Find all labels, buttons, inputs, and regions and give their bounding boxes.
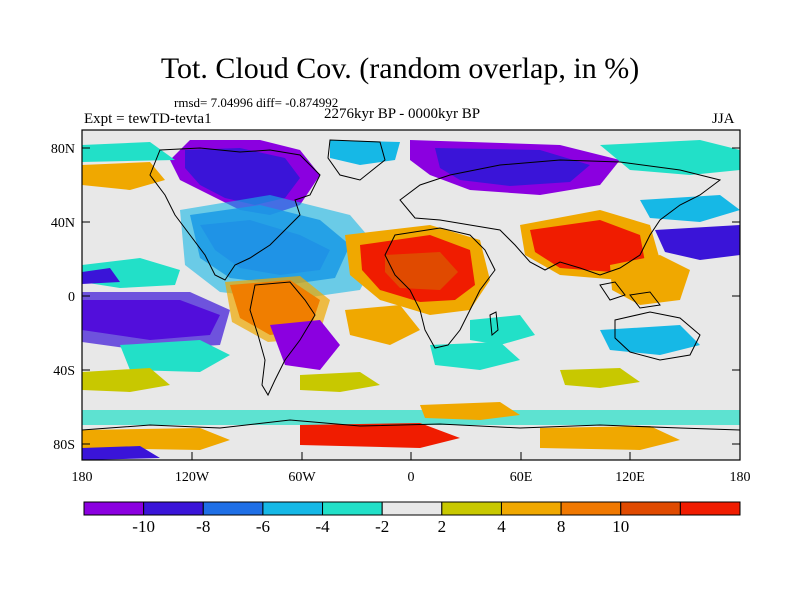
lat-tick-label: 40N bbox=[51, 216, 75, 231]
map-title: Tot. Cloud Cov. (random overlap, in %) bbox=[160, 52, 640, 85]
colorbar-swatch bbox=[500, 501, 562, 516]
colorbar-label: -8 bbox=[196, 517, 210, 536]
period-label: 2276kyr BP - 0000kyr BP bbox=[324, 106, 481, 122]
colorbar-swatch bbox=[202, 501, 264, 516]
lon-tick-label: 180 bbox=[730, 470, 751, 485]
colorbar-swatch bbox=[381, 501, 443, 516]
season-label: JJA bbox=[712, 111, 735, 127]
colorbar-swatch bbox=[620, 501, 681, 516]
lon-tick-label: 60E bbox=[510, 470, 533, 485]
colorbar-swatch bbox=[262, 501, 324, 516]
colorbar-label: 8 bbox=[557, 517, 566, 536]
colorbar-labels: -10 -8 -6 -4 -2 2 4 8 10 bbox=[132, 517, 629, 536]
colorbar-label: 2 bbox=[438, 517, 447, 536]
colorbar-label: 10 bbox=[612, 517, 629, 536]
lon-tick-label: 120W bbox=[175, 470, 210, 485]
colorbar-swatch bbox=[679, 501, 741, 516]
lon-tick-label: 0 bbox=[408, 470, 415, 485]
colorbar-label: -4 bbox=[315, 517, 330, 536]
colorbar-swatch bbox=[560, 501, 622, 516]
cloud-cover-field bbox=[82, 130, 740, 460]
lon-tick-label: 180 bbox=[72, 470, 93, 485]
experiment-label: Expt = tewTD-tevta1 bbox=[84, 111, 212, 127]
colorbar-swatch bbox=[83, 501, 145, 516]
lat-tick-label: 80N bbox=[51, 142, 75, 157]
colorbar-swatch bbox=[441, 501, 502, 516]
lat-tick-label: 80S bbox=[53, 438, 75, 453]
colorbar bbox=[83, 501, 741, 516]
lat-tick-label: 0 bbox=[68, 290, 75, 305]
lat-tick-label: 40S bbox=[53, 364, 75, 379]
lon-tick-label: 120E bbox=[615, 470, 645, 485]
colorbar-label: -2 bbox=[375, 517, 389, 536]
colorbar-label: -10 bbox=[132, 517, 155, 536]
colorbar-swatch bbox=[143, 501, 204, 516]
stats-label: rmsd= 7.04996 diff= -0.874992 bbox=[174, 95, 339, 110]
colorbar-swatch bbox=[322, 501, 383, 516]
coastlines bbox=[82, 139, 740, 431]
lon-tick-label: 60W bbox=[288, 470, 316, 485]
colorbar-label: -6 bbox=[256, 517, 270, 536]
colorbar-label: 4 bbox=[497, 517, 506, 536]
